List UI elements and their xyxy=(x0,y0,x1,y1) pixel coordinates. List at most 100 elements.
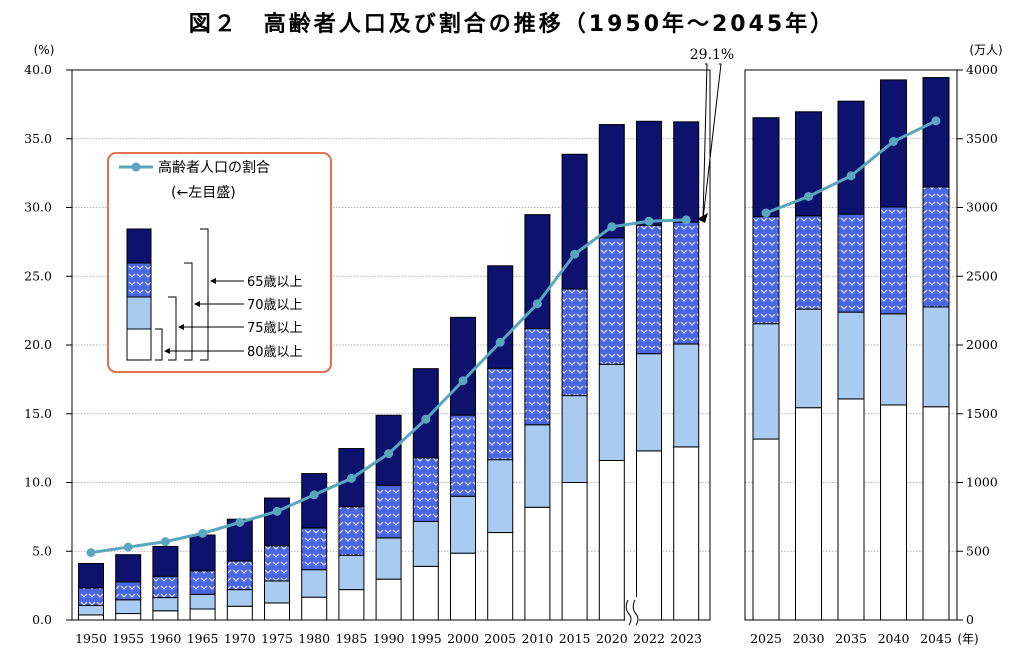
ratio-point xyxy=(761,208,771,218)
x-tick-label: 2022 xyxy=(633,631,665,646)
bar-segment-70-74 xyxy=(189,570,216,595)
bar-segment-65-69 xyxy=(837,100,865,215)
annotation-leader xyxy=(702,63,708,220)
axis-break-mark xyxy=(625,597,639,626)
bar-segment-75-79 xyxy=(561,395,588,484)
bar-segment-70-74 xyxy=(301,527,328,571)
x-tick-label: 1985 xyxy=(335,631,367,646)
bar-segment-75-79 xyxy=(837,311,865,400)
bar-segment-80plus xyxy=(338,589,365,621)
bar-segment-80plus xyxy=(115,613,142,621)
age-label-75: 75歳以上 xyxy=(247,321,303,336)
bar-segment-65-69 xyxy=(301,473,328,529)
x-tick-label: 2023 xyxy=(670,631,702,646)
x-tick-label: 1965 xyxy=(187,631,219,646)
bar-segment-80plus xyxy=(636,450,662,621)
x-tick-label: 2010 xyxy=(521,631,553,646)
ratio-point xyxy=(346,473,356,483)
arrow-65-icon xyxy=(210,278,216,284)
age-label-65: 65歳以上 xyxy=(247,275,303,290)
year-unit: (年) xyxy=(957,632,978,646)
axis-labels: 0.0 0 5.0 500 10.0 1000 15.0 1500 20.0 2000 25.0 25… xyxy=(24,62,998,646)
right-tick-label: 1000 xyxy=(966,475,998,490)
right-tick-label: 1500 xyxy=(966,406,998,421)
bar-segment-75-79 xyxy=(338,554,365,591)
bar-segment-80plus xyxy=(752,438,780,621)
ratio-point xyxy=(931,116,941,126)
bar-segment-65-69 xyxy=(189,534,216,572)
bar-segment-75-79 xyxy=(795,308,822,409)
right-axis-unit: (万人) xyxy=(969,43,1002,57)
bar-segment-70-74 xyxy=(338,506,365,556)
right-tick-label: 3500 xyxy=(966,131,998,146)
bar-segment-80plus xyxy=(301,596,328,621)
bar-segment-75-79 xyxy=(636,353,662,452)
bracket-70plus xyxy=(184,262,193,361)
left-axis-unit: (%) xyxy=(34,43,55,57)
left-tick-label: 0.0 xyxy=(32,612,52,627)
bracket-80plus xyxy=(155,328,163,361)
left-tick-label: 10.0 xyxy=(24,475,52,490)
bar-segment-80plus xyxy=(450,552,476,621)
bar-segment-80plus xyxy=(673,446,700,621)
ratio-point xyxy=(644,216,654,226)
ratio-point xyxy=(272,506,282,516)
ratio-point xyxy=(235,517,245,527)
arrow-75-icon xyxy=(178,324,184,330)
bar-segment-70-74 xyxy=(598,237,625,365)
bar-segment-70-74 xyxy=(524,328,551,426)
right-tick-label: 2500 xyxy=(966,268,998,283)
chart-title: 図２ 高齢者人口及び割合の推移（1950年～2045年） xyxy=(189,11,835,37)
bar-segment-70-74 xyxy=(450,414,476,497)
bar-segment-70-74 xyxy=(78,587,104,606)
x-tick-label: 1960 xyxy=(149,631,181,646)
ratio-point xyxy=(681,215,691,225)
bar-segment-75-79 xyxy=(524,424,551,508)
right-tick-label: 0 xyxy=(966,612,974,627)
bar-segment-70-74 xyxy=(636,224,662,355)
latest-ratio-annotation: 29.1% xyxy=(690,47,734,223)
bar-segment-75-79 xyxy=(450,495,476,554)
ratio-point xyxy=(86,548,96,558)
legend-swatch-75-79 xyxy=(126,296,152,330)
legend-line-sublabel: (←左目盛) xyxy=(171,185,236,201)
x-tick-label: 1955 xyxy=(112,631,144,646)
bar-segment-65-69 xyxy=(412,368,439,459)
bar-segment-65-69 xyxy=(524,214,551,329)
right-tick-label: 4000 xyxy=(966,62,998,77)
bar-segment-65-69 xyxy=(598,124,625,239)
x-tick-label: 1975 xyxy=(261,631,293,646)
arrow-80-icon xyxy=(164,348,170,354)
bar-segment-75-79 xyxy=(412,520,439,567)
bar-segment-70-74 xyxy=(152,575,179,599)
bar-segment-70-74 xyxy=(922,186,950,308)
bar-segment-70-74 xyxy=(673,221,700,345)
bar-segment-65-69 xyxy=(752,117,780,218)
bar-segment-70-74 xyxy=(837,213,865,313)
bar-segment-80plus xyxy=(78,614,104,621)
ratio-point xyxy=(309,490,319,500)
bar-segment-65-69 xyxy=(487,265,514,369)
ratio-point xyxy=(384,449,394,459)
bar-segment-80plus xyxy=(264,602,290,621)
bar-segment-65-69 xyxy=(152,545,179,577)
bar-segment-65-69 xyxy=(78,562,104,589)
bar-segment-75-79 xyxy=(673,343,700,448)
bar-segment-80plus xyxy=(795,407,822,621)
bar-segment-70-74 xyxy=(264,545,290,582)
x-tick-label: 2040 xyxy=(878,631,910,646)
bar-segment-65-69 xyxy=(673,121,700,223)
bar-segment-70-74 xyxy=(752,216,780,325)
bar-segment-70-74 xyxy=(412,457,439,522)
legend-line-label: 高齢者人口の割合 xyxy=(158,159,270,176)
x-tick-label: 2035 xyxy=(835,631,867,646)
bar-segment-70-74 xyxy=(226,560,253,591)
bracket-65plus xyxy=(200,228,209,361)
annotation-label: 29.1% xyxy=(690,47,734,63)
legend-marker-icon xyxy=(131,162,141,172)
bar-segment-75-79 xyxy=(115,599,142,615)
bar-segment-80plus xyxy=(375,578,402,621)
x-tick-label: 1950 xyxy=(75,631,107,646)
x-tick-label: 1995 xyxy=(410,631,442,646)
